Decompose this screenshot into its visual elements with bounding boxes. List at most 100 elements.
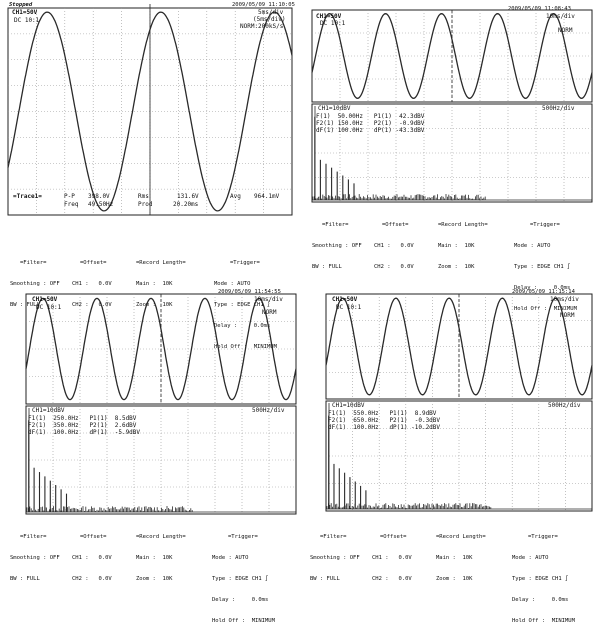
trigger-hold-value: MINIMUM <box>253 344 277 350</box>
offset-ch1-label: CH1 : <box>374 243 391 249</box>
channel-coupling: DC 10:1 <box>36 304 62 311</box>
p-value: 8.9dBV <box>414 410 437 417</box>
offset-title: =Offset= <box>380 534 407 540</box>
offset-ch1-value: 0.0V <box>98 281 112 287</box>
smoothing-setting: Smoothing : OFF <box>10 281 60 287</box>
record-zoom-label: Zoom : <box>438 264 458 270</box>
record-zoom-label: Zoom : <box>136 576 156 582</box>
p-label: P2(1) <box>89 422 108 429</box>
trigger-type: Type : EDGE CH1 <box>212 576 262 582</box>
channel-coupling: DC 10:1 <box>320 20 346 27</box>
offset-ch2-label: CH2 : <box>372 576 389 582</box>
trigger-type: Type : EDGE CH1 <box>514 264 564 270</box>
time-div-zoom: (5ms/div) <box>253 16 286 23</box>
record-title: =Record Length= <box>136 260 186 266</box>
fft-row-1: F1(1) 550.0Hz P1(1) 8.9dBV <box>328 411 436 417</box>
trigger-delay-value: 0.0ms <box>251 597 269 603</box>
waveform-trace <box>311 13 593 99</box>
channel-label: CH1=50V <box>316 13 342 20</box>
trigger-delay-value: 0.0ms <box>253 323 271 329</box>
record-zoom-value: 10K <box>162 302 173 308</box>
fft-header: CH1=10dBV <box>32 407 65 414</box>
p-label: dP(1) <box>89 429 108 436</box>
offset-ch1-value: 0.0V <box>398 555 412 561</box>
record-main-value: 10K <box>162 555 173 561</box>
p-label: P1(1) <box>89 415 108 422</box>
offset-ch2-value: 0.0V <box>98 302 112 308</box>
record-title: =Record Length= <box>438 222 488 228</box>
p-label: P1(1) <box>389 410 408 417</box>
f-label: dF(1) <box>28 429 47 436</box>
record-main-label: Main : <box>136 555 156 561</box>
trigger-title: =Trigger= <box>230 260 260 266</box>
trigger-title: =Trigger= <box>530 222 560 228</box>
offset-ch2-value: 0.0V <box>398 576 412 582</box>
f-label: F1(1) <box>28 415 47 422</box>
record-zoom-label: Zoom : <box>136 302 156 308</box>
trigger-delay-label: Delay : <box>512 597 536 603</box>
freq-label: Freq <box>64 201 79 208</box>
filter-title: =Filter= <box>322 222 349 228</box>
fft-row-1: F1(1) 250.0Hz P1(1) 8.5dBV <box>28 416 136 422</box>
trigger-hold-value: MINIMUM <box>251 618 275 624</box>
record-zoom-label: Zoom : <box>436 576 456 582</box>
f-value: 100.0Hz <box>337 127 363 134</box>
p-value: -0.9dBV <box>399 120 425 127</box>
p-value: -43.3dBV <box>395 127 425 134</box>
avg-value: 964.1mV <box>254 193 280 200</box>
scope-panel-3: 2009/05/09 11:54:55 CH1=50V DC 10:1 10ms… <box>6 286 298 624</box>
record-zoom-value: 10K <box>162 576 173 582</box>
scope-screen-2 <box>311 9 593 203</box>
offset-ch2-label: CH2 : <box>72 302 89 308</box>
bw-setting: BW : FULL <box>10 576 40 582</box>
avg-label: Avg <box>230 193 241 200</box>
p-label: P2(1) <box>389 417 408 424</box>
fft-row-3: dF(1) 100.0Hz dP(1) -5.9dBV <box>28 430 140 436</box>
p-label: P2(1) <box>373 120 392 127</box>
offset-ch2-value: 0.0V <box>400 264 414 270</box>
p-value: -10.2dBV <box>411 424 441 431</box>
time-div: 10ms/div <box>546 13 575 20</box>
p-label: P1(1) <box>373 113 392 120</box>
f-label: F2(1) <box>316 120 335 127</box>
rms-label: Rms <box>138 193 149 200</box>
f-value: 650.0Hz <box>353 417 379 424</box>
record-main-value: 10K <box>162 281 173 287</box>
f-value: 550.0Hz <box>353 410 379 417</box>
p-value: 42.3dBV <box>399 113 425 120</box>
scope-screen-4 <box>325 293 593 512</box>
channel-coupling: DC 10:1 <box>14 17 40 24</box>
trigger-delay-value: 0.0ms <box>551 597 569 603</box>
pp-value: 398.0V <box>88 193 110 200</box>
bw-setting: BW : FULL <box>310 576 340 582</box>
fft-row-2: F2(1) 350.0Hz P2(1) 2.6dBV <box>28 423 136 429</box>
trigger-title: =Trigger= <box>528 534 558 540</box>
offset-ch2-label: CH2 : <box>374 264 391 270</box>
mode-label: NORM:200kS/s <box>240 23 284 30</box>
scope-screen-1 <box>7 4 293 216</box>
f-label: F1(1) <box>328 410 347 417</box>
f-label: dF(1) <box>316 127 335 134</box>
rising-edge-icon: ∫ <box>264 576 269 582</box>
bw-setting: BW : FULL <box>10 302 40 308</box>
f-label: F2(1) <box>28 422 47 429</box>
fft-header: CH1=10dBV <box>318 105 351 112</box>
smoothing-setting: Smoothing : OFF <box>10 555 60 561</box>
offset-ch1-label: CH1 : <box>372 555 389 561</box>
p-value: 8.5dBV <box>114 415 137 422</box>
fft-row-2: F2(1) 650.0Hz P2(1) -0.3dBV <box>328 418 440 424</box>
record-main-label: Main : <box>438 243 458 249</box>
p-value: -0.3dBV <box>414 417 441 424</box>
mode-label: NORM <box>558 27 573 34</box>
fft-row-3: dF(1) 100.0Hz dP(1) -10.2dBV <box>328 425 440 431</box>
smoothing-setting: Smoothing : OFF <box>312 243 362 249</box>
trigger-delay-label: Delay : <box>514 285 538 291</box>
offset-ch2-label: CH2 : <box>72 576 89 582</box>
prod-label: Prod <box>138 201 153 208</box>
time-div: 5ms/div <box>258 9 284 16</box>
offset-ch1-value: 0.0V <box>400 243 414 249</box>
trigger-hold-value: MINIMUM <box>551 618 575 624</box>
trigger-hold-label: Hold Off : <box>514 306 548 312</box>
offset-ch1-label: CH1 : <box>72 281 89 287</box>
offset-title: =Offset= <box>382 222 409 228</box>
